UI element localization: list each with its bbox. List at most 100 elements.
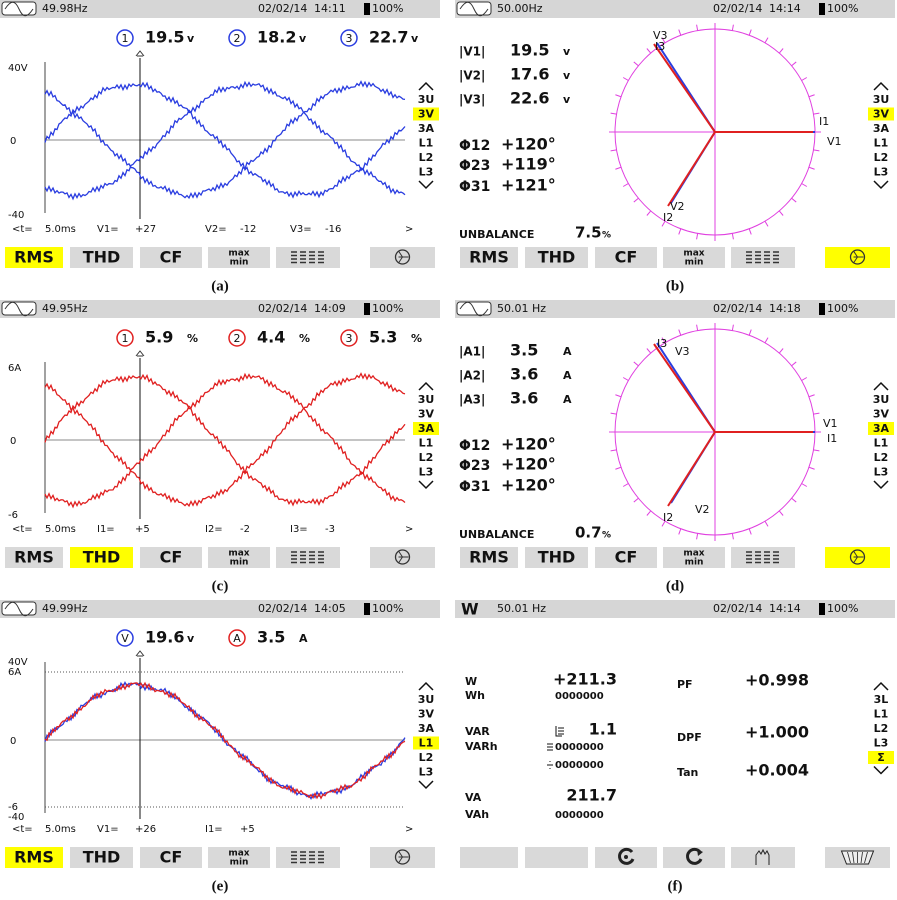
menu-item: 3U [418,393,435,406]
tab-label: CF [160,548,183,567]
menu-item: 3A [418,722,435,735]
tab-label: min [685,258,704,268]
phasor-tick [791,197,797,203]
reading-marker [228,629,246,647]
waveform [44,681,406,800]
menu-item: L2 [419,451,434,464]
tab-label: max [228,249,249,259]
battery-icon [364,303,370,315]
scroll-up [873,681,889,691]
time: 14:09 [314,302,346,315]
menu-item: L2 [874,722,889,735]
phasor-vector [653,43,716,133]
tab [70,247,133,268]
angle-value: +120° [501,435,556,454]
phasor-tick [622,483,629,487]
reading-marker-label: A [233,632,241,645]
menu-item: 3V [418,108,435,121]
axis-label: 0 [10,436,16,447]
reading-value: 22.7 [369,28,408,47]
tab [140,847,202,868]
tab-icon [853,550,864,564]
cursor-readout: I1= [97,524,115,535]
reading-marker-label: 2 [234,32,241,45]
reading-marker [116,29,134,47]
magnitude-value: 17.6 [510,65,549,84]
phasor-tick [813,449,820,452]
tab [208,247,270,268]
menu-item: 3U [873,93,890,106]
phasor-tick [696,324,699,331]
cursor-readout: <t= [12,224,33,235]
unbalance-value: 0.7 [575,524,602,542]
cursor-readout: 5.0ms [45,824,76,835]
reading-value: 19.5 [145,28,184,47]
frequency: 50.00Hz [497,2,543,15]
reading-value: 5.3 [369,328,397,347]
cursor-readout: I1= [205,824,223,835]
magnitude-label: |A2| [459,369,485,383]
phasor-tick [615,466,622,470]
frequency: 50.01 Hz [497,302,546,315]
battery: 100% [827,302,858,315]
time: 14:11 [314,2,346,15]
menu-highlight [413,107,439,121]
menu-item: L3 [419,166,434,179]
vector-label: V3 [653,29,668,42]
phasor-tick [696,24,699,31]
menu-highlight [413,422,439,435]
cursor-readout: +5 [240,824,255,835]
reading-value: 4.4 [257,328,285,347]
vector-label: V1 [823,417,838,430]
axis-label: 6A [8,667,21,678]
frequency: 49.98Hz [42,2,88,15]
tab-label: CF [160,248,183,267]
vector-label: I2 [663,511,673,524]
tab [525,547,588,568]
tab [5,547,63,568]
power-label: VARh [465,740,498,753]
tab-label: RMS [14,548,54,567]
battery: 100% [372,302,403,315]
scroll-up [873,381,889,391]
reading-marker-label: 2 [234,332,241,345]
phasor-tick [696,233,699,240]
scroll-up [418,81,434,91]
tab [208,847,270,868]
status-bar [455,0,895,18]
power-label: Tan [677,766,698,779]
phasor-tick [808,394,815,398]
phasor-tick [610,112,617,115]
unbalance-value: 7.5 [575,224,602,242]
angle-label: Φ31 [459,479,490,495]
phasor-tick [615,166,622,170]
phasor-tick [764,220,769,227]
power-label: PF [677,678,693,691]
scroll-down [873,180,889,190]
phasor-tick [778,510,784,516]
power-label: VAh [465,808,489,821]
phasor-tick [610,412,617,415]
menu-highlight [868,751,894,764]
phasor-tick [678,228,682,235]
reading-value: 5.9 [145,328,173,347]
magnitude-unit: A [563,369,572,382]
tab [595,247,657,268]
axis-label: -40 [8,210,24,221]
phasor-tick [678,329,682,336]
menu-item: L3 [419,466,434,479]
menu-item: 3U [418,693,435,706]
cursor-readout: 5.0ms [45,524,76,535]
inductive-icon [555,726,564,737]
tab [731,847,795,868]
tab-icon [847,851,851,864]
reading-value: 3.5 [257,628,285,647]
scroll-down [873,765,889,775]
tab [460,247,518,268]
phasor-tick [764,520,769,527]
reading-unit: v [187,32,195,45]
reading-marker-label: V [121,632,129,645]
phasor-tick [633,197,639,203]
tab [70,847,133,868]
